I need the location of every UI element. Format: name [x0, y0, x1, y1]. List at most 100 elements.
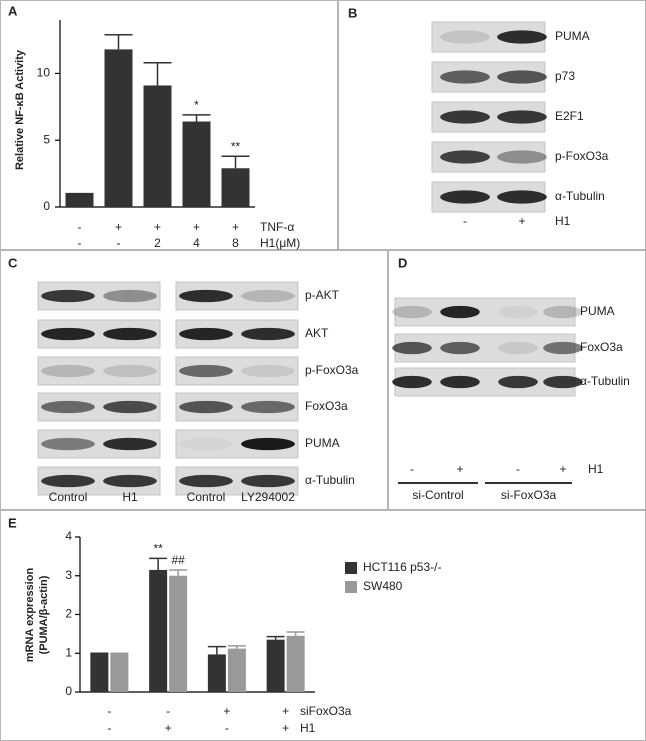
y-tick-label: 2	[65, 607, 72, 621]
bar	[143, 85, 172, 207]
blot-row-label: α-Tubulin	[305, 473, 355, 487]
blot-row-label: FoxO3a	[305, 399, 348, 413]
condition-label: +	[223, 704, 230, 718]
y-tick-label: 0	[65, 684, 72, 698]
group-label: si-FoxO3a	[501, 488, 557, 502]
panel-label: D	[398, 255, 407, 270]
condition-label: +	[282, 704, 289, 718]
lane-label: -	[410, 462, 414, 476]
blot-band	[440, 341, 480, 355]
lane-label: LY294002	[241, 490, 295, 504]
y-tick-label: 10	[37, 66, 51, 80]
blot-band	[497, 30, 547, 44]
blot-band	[241, 437, 295, 451]
blot-row-label: p-FoxO3a	[305, 363, 359, 377]
condition-label: -	[166, 704, 170, 718]
condition-label: +	[154, 220, 161, 234]
condition-label: +	[282, 721, 289, 735]
blot-band	[497, 110, 547, 124]
blot-band	[103, 327, 157, 341]
panel-frame	[0, 0, 338, 250]
bar	[169, 575, 188, 692]
blot-band	[498, 305, 538, 319]
blot-band	[103, 437, 157, 451]
blot-band	[498, 375, 538, 389]
blot-band	[41, 327, 95, 341]
blot-band	[497, 70, 547, 84]
blot-strip	[37, 356, 161, 386]
blot-band	[440, 305, 480, 319]
bar	[221, 168, 250, 207]
blot-band	[241, 327, 295, 341]
annotation: *	[194, 98, 199, 112]
blot-band	[440, 190, 490, 204]
blot-band	[103, 289, 157, 303]
blot-band	[543, 341, 583, 355]
lane-label: Control	[49, 490, 88, 504]
blot-row-label: E2F1	[555, 109, 584, 123]
bar	[90, 653, 109, 692]
blot-band	[241, 364, 295, 378]
blot-band	[103, 474, 157, 488]
annotation: **	[153, 541, 163, 555]
condition-row-label: H1(μM)	[260, 236, 300, 250]
bar	[104, 49, 133, 208]
panel-label: C	[8, 255, 18, 270]
blot-band	[179, 327, 233, 341]
bar	[207, 654, 226, 692]
bar	[227, 648, 246, 692]
blot-band	[440, 70, 490, 84]
blot-band	[179, 400, 233, 414]
lane-label: +	[559, 462, 566, 476]
blot-row-label: p-FoxO3a	[555, 149, 609, 163]
blot-band	[440, 110, 490, 124]
y-tick-label: 0	[43, 199, 50, 213]
condition-label: +	[232, 220, 239, 234]
blot-band	[179, 437, 233, 451]
bar	[110, 653, 129, 692]
legend-label: SW480	[363, 579, 403, 593]
lane-label: +	[518, 214, 525, 228]
blot-band	[440, 30, 490, 44]
blot-row-label: p-AKT	[305, 288, 340, 302]
condition-label: -	[107, 721, 111, 735]
y-tick-label: 5	[43, 132, 50, 146]
blot-band	[241, 400, 295, 414]
y-axis-title: (PUMA/β-actin)	[38, 575, 50, 654]
condition-label: -	[117, 236, 121, 250]
blot-band	[440, 375, 480, 389]
condition-label: -	[78, 220, 82, 234]
blot-band	[41, 400, 95, 414]
blot-row-label: p73	[555, 69, 575, 83]
lane-label: H1	[122, 490, 138, 504]
blot-band	[103, 400, 157, 414]
blot-band	[241, 474, 295, 488]
blot-band	[41, 437, 95, 451]
condition-label: +	[193, 220, 200, 234]
blot-band	[497, 150, 547, 164]
panel-label: A	[8, 3, 18, 18]
blot-strip	[431, 21, 546, 53]
condition-label: +	[165, 721, 172, 735]
blot-band	[41, 474, 95, 488]
blot-row-label: α-Tubulin	[555, 189, 605, 203]
blot-band	[41, 364, 95, 378]
blot-band	[497, 190, 547, 204]
blot-band	[543, 305, 583, 319]
y-axis-title: mRNA expression	[24, 568, 36, 663]
lane-label: +	[456, 462, 463, 476]
blot-band	[179, 364, 233, 378]
y-tick-label: 3	[65, 568, 72, 582]
treatment-label: H1	[555, 214, 571, 228]
legend-swatch	[345, 581, 357, 593]
blot-band	[543, 375, 583, 389]
bar	[266, 639, 285, 692]
blot-band	[241, 289, 295, 303]
legend-label: HCT116 p53-/-	[363, 560, 441, 574]
blot-band	[392, 341, 432, 355]
blot-row-label: PUMA	[555, 29, 590, 43]
condition-label: -	[107, 704, 111, 718]
blot-band	[392, 375, 432, 389]
condition-label: 8	[232, 236, 239, 250]
